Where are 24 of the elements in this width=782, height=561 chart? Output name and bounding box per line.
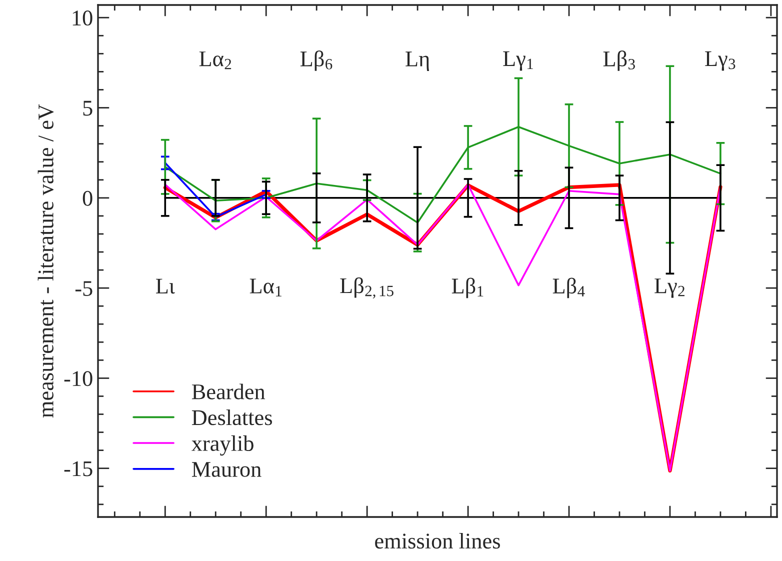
y-tick-label: 0 [82, 190, 92, 206]
y-tick-label: 5 [83, 100, 92, 116]
x-axis-title: emission lines [375, 532, 500, 549]
x-tick-label: Lβ$_{1}$ [452, 278, 484, 298]
x-tick-label: Lγ$_{2}$ [654, 278, 684, 298]
legend-label: Deslattes [192, 410, 272, 426]
x-tick-label: Lγ$_{3}$ [705, 51, 736, 71]
x-tick-label: Lι [156, 278, 175, 294]
y-axis-title: measurement - literature value / eV [38, 104, 54, 418]
y-tick-label: -10 [64, 371, 92, 386]
y-tick-label: -5 [75, 281, 92, 296]
y-tick-label: -15 [64, 461, 92, 476]
x-tick-label: Lα$_{1}$ [250, 278, 282, 296]
x-tick-label: Lα$_{2}$ [199, 52, 232, 70]
x-tick-label: Lβ$_{3}$ [603, 50, 635, 71]
x-tick-label: Lη [406, 52, 429, 71]
x-tick-label: Lβ$_{6}$ [300, 50, 332, 71]
x-tick-label: Lγ$_{1}$ [503, 51, 533, 71]
x-tick-label: Lβ$_{2,15}$ [340, 277, 394, 298]
legend-label: Mauron [192, 462, 262, 477]
legend-label: xraylib [192, 435, 254, 456]
x-tick-label: Lβ$_{4}$ [552, 278, 585, 298]
y-tick-label: 10 [72, 10, 92, 26]
legend-label: Bearden [192, 384, 266, 400]
